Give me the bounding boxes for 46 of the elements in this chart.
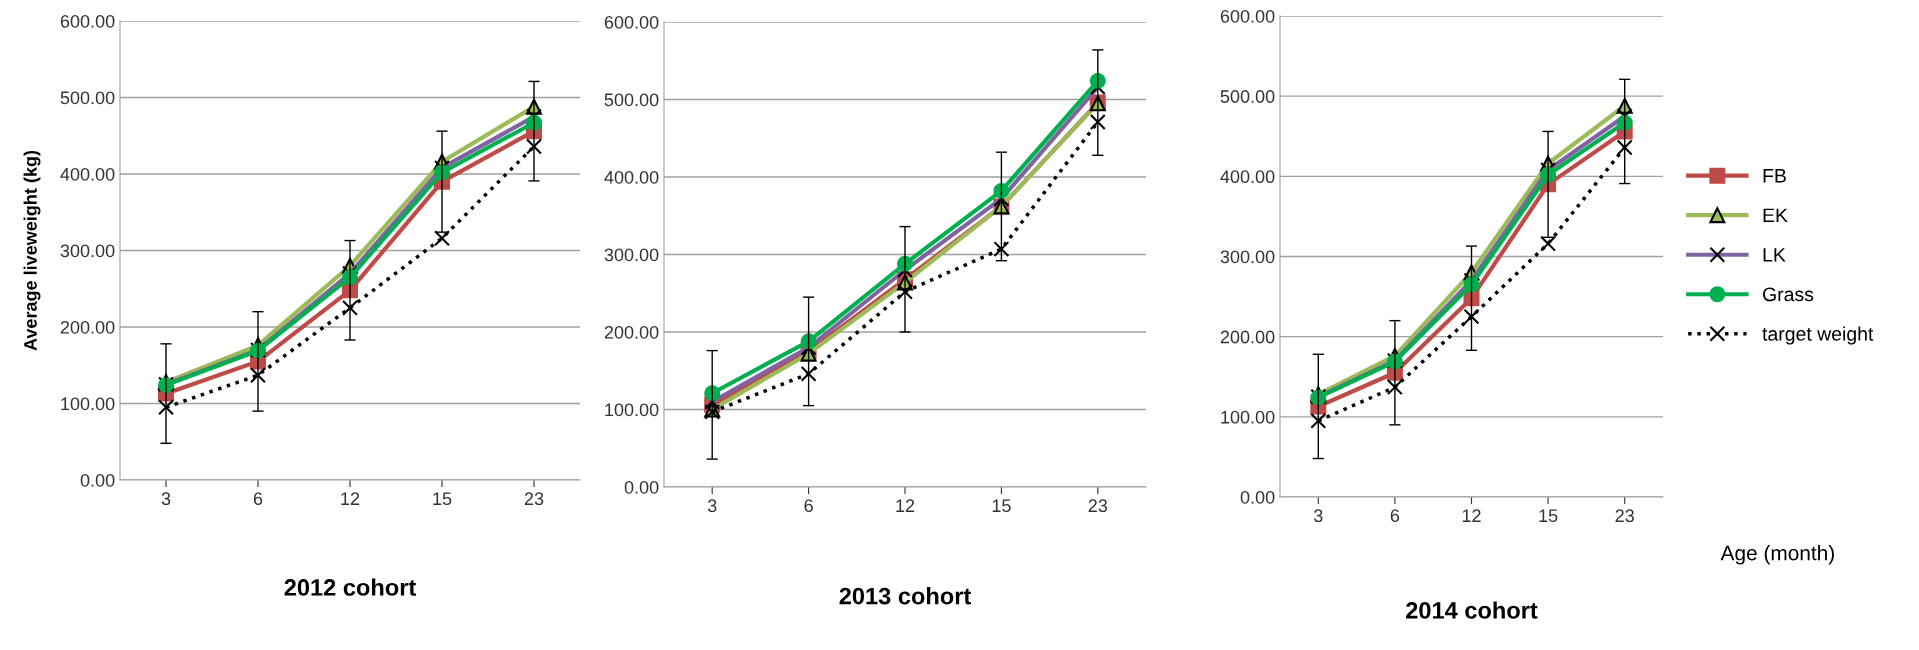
legend-label: Grass [1763,287,1814,302]
y-tick-label: 300.00 [604,248,659,262]
x-tick-label: 12 [896,499,915,512]
x-tick-label: 6 [253,492,263,506]
y-tick-label: 100.00 [61,397,115,411]
y-tick-label: 0.00 [624,480,659,494]
text: 2013 cohort [839,587,971,605]
y-tick-label: 100.00 [605,403,659,417]
legend-label: EK [1763,208,1788,223]
y-tick-label: 500.00 [1220,90,1275,103]
y-tick-label: 200.00 [604,325,659,339]
x-tick-label: 23 [1615,509,1634,523]
x-tick-label: 6 [804,499,813,513]
y-tick-label: 400.00 [604,170,659,184]
y-tick-label: 600.00 [1220,9,1275,23]
x-tick-label: 3 [1313,509,1323,523]
y-tick-label: 500.00 [60,91,115,105]
legend-label: target weight [1762,326,1874,345]
x-tick-label: 6 [1390,509,1400,523]
y-tick-label: 400.00 [1220,170,1275,184]
y-tick-label: 300.00 [1220,250,1275,264]
x-tick-label: 12 [1462,509,1481,522]
y-tick-label: 600.00 [604,15,659,29]
x-tick-label: 12 [341,492,360,505]
legend-label: FB [1763,169,1786,183]
x-tick-label: 3 [161,492,171,506]
legend-label: LK [1763,248,1786,262]
x-axis-title: Age (month) [1720,545,1834,565]
x-tick-label: 15 [992,499,1011,513]
y-tick-label: 400.00 [60,167,115,181]
text: 2014 cohort [1406,601,1538,619]
x-tick-label: 3 [707,499,717,513]
x-tick-label: 23 [1088,499,1108,513]
y-tick-label: 300.00 [60,244,115,258]
y-tick-label: 100.00 [1221,410,1275,424]
y-tick-label: 600.00 [60,14,115,28]
y-axis-title: Average liveweight (kg) [23,150,41,351]
x-tick-label: 15 [1539,509,1558,523]
y-tick-label: 500.00 [604,93,659,107]
text: 2012 cohort [284,578,416,596]
y-tick-label: 200.00 [60,320,115,334]
y-tick-label: 0.00 [80,473,115,487]
y-tick-label: 0.00 [1240,490,1275,504]
x-tick-label: 23 [524,492,544,506]
x-tick-label: 15 [433,492,452,506]
y-tick-label: 200.00 [1220,330,1275,344]
